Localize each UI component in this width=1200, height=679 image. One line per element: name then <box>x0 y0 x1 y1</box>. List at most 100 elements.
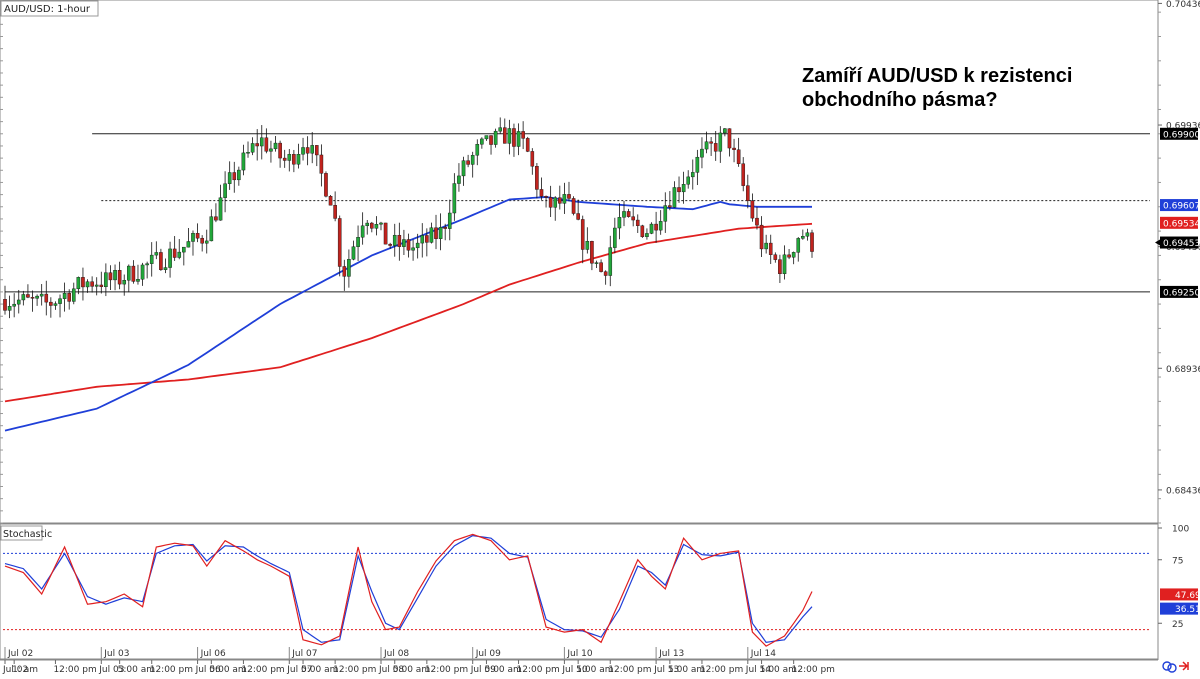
candle-body <box>741 163 746 186</box>
candle-body <box>406 239 411 251</box>
candle-body <box>608 247 613 276</box>
candle-body <box>113 270 117 281</box>
time-tick-label: 5:00 am <box>393 665 430 675</box>
candle-body <box>191 233 195 242</box>
candle-body <box>452 183 457 214</box>
candle-body <box>778 259 782 275</box>
candle-body <box>663 205 668 222</box>
candle-body <box>204 240 209 244</box>
candle-body <box>796 238 801 253</box>
candle-body <box>645 233 649 237</box>
candle-body <box>310 145 315 154</box>
candle-body <box>750 200 755 219</box>
candle-body <box>30 297 35 299</box>
candle-body <box>200 237 204 244</box>
candle-body <box>672 187 677 208</box>
day-label: Jul 03 <box>103 649 129 659</box>
candle-body <box>227 172 232 184</box>
candle-body <box>686 176 690 185</box>
price-tag-label: 0.69607 <box>1163 202 1200 212</box>
candle-body <box>773 254 778 260</box>
price-tag-label: 0.69534 <box>1163 219 1200 229</box>
candle-body <box>713 143 718 152</box>
candle-body <box>296 154 301 165</box>
price-tick-label: 0.68436 <box>1166 486 1200 496</box>
candle-body <box>333 205 337 219</box>
candle-body <box>585 241 590 250</box>
price-tick-label: 0.68936 <box>1166 365 1200 375</box>
candle-body <box>709 141 713 144</box>
candle-body <box>626 211 631 217</box>
candle-body <box>484 135 489 140</box>
candle-body <box>388 243 392 246</box>
arrow-icon[interactable] <box>1179 661 1189 671</box>
candle-body <box>420 235 425 244</box>
candle-body <box>214 216 218 221</box>
candle-body <box>755 217 759 226</box>
candle-body <box>613 227 617 248</box>
candle-body <box>658 221 663 231</box>
price-pane <box>0 0 1159 524</box>
candle-body <box>461 160 466 177</box>
candle-body <box>603 271 608 276</box>
candle-body <box>764 242 768 250</box>
day-label: Jul 14 <box>750 649 776 659</box>
candle-body <box>425 235 429 243</box>
candle-body <box>67 293 71 302</box>
candle-body <box>383 222 388 245</box>
candle-body <box>516 131 521 147</box>
candle-body <box>356 237 360 247</box>
candle-body <box>246 152 250 154</box>
candle-body <box>223 183 227 198</box>
time-tick-label: Jul 07 <box>286 665 312 675</box>
symbol-label: AUD/USD: 1-hour <box>4 4 91 15</box>
price-tag-last <box>1160 236 1198 249</box>
time-tick-label: 1: am <box>12 665 38 675</box>
time-tick-label: Jul 03 <box>98 665 124 675</box>
stoch-tick-label: 75 <box>1172 556 1183 566</box>
candle-body <box>480 138 484 145</box>
level-tag-label: 0.69250 <box>1163 288 1200 298</box>
candle-body <box>718 132 723 152</box>
time-tick-label: 12:00 pm <box>53 665 96 675</box>
candle-body <box>539 189 544 197</box>
stochastic-label-box <box>0 525 43 541</box>
candle-body <box>768 242 773 255</box>
stochastic-label: Stochastic <box>3 529 52 540</box>
candle-body <box>259 137 264 147</box>
candle-body <box>282 157 287 161</box>
candle-body <box>324 173 328 197</box>
candle-body <box>232 172 237 181</box>
candle-body <box>301 147 305 155</box>
candle-body <box>562 194 567 204</box>
candle-body <box>411 247 415 251</box>
price-tick-label: 0.70436 <box>1166 0 1200 10</box>
stochastic-pane <box>0 523 1159 660</box>
candle-body <box>493 130 498 145</box>
candle-body <box>255 143 259 147</box>
time-tick-label: 12:00 pm <box>608 665 651 675</box>
time-tick-label: 5:00 am <box>576 665 613 675</box>
candle-body <box>81 277 85 288</box>
candle-body <box>108 272 113 281</box>
chat-icon[interactable] <box>1162 661 1177 673</box>
candle-body <box>3 299 7 311</box>
candle-body <box>90 281 94 287</box>
candle-body <box>374 224 379 229</box>
candle-body <box>736 149 741 164</box>
moving-average-red <box>4 222 813 403</box>
candle-body <box>649 223 654 234</box>
time-tick-label: 5:00 am <box>760 665 797 675</box>
candle-body <box>415 242 420 249</box>
candle-body <box>140 264 145 280</box>
price-tag-label: 0.69453 <box>1163 239 1200 249</box>
candle-body <box>287 154 292 161</box>
stochastic-k-line <box>4 533 813 647</box>
candle-body <box>690 172 695 178</box>
day-label: Jul 13 <box>658 649 684 659</box>
candle-body <box>319 154 324 174</box>
candle-body <box>21 294 26 301</box>
candle-body <box>746 185 750 201</box>
level-tag-support <box>1160 285 1198 298</box>
